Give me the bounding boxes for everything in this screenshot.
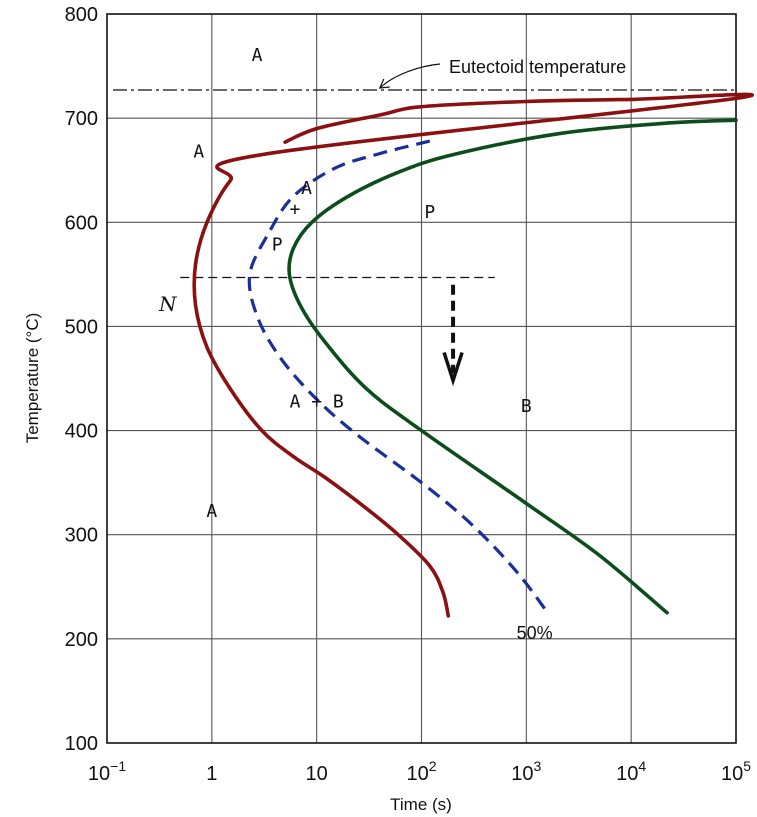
x-tick-label: 104 <box>616 758 646 785</box>
y-tick-label: 100 <box>65 733 98 755</box>
region-label: B <box>521 396 532 417</box>
x-tick-label: 1 <box>206 763 217 785</box>
y-tick-label: 200 <box>65 629 98 651</box>
y-tick-label: 400 <box>65 421 98 443</box>
y-tick-label: 600 <box>65 212 98 234</box>
region-label: A <box>206 501 217 522</box>
region-label: P <box>424 202 435 223</box>
x-tick-label: 10 <box>306 763 328 785</box>
x-axis-title: Time (s) <box>390 795 452 814</box>
region-label: A <box>301 178 312 199</box>
x-tick-label: 103 <box>511 758 541 785</box>
y-tick-label: 300 <box>65 525 98 547</box>
y-axis-title: Temperature (°C) <box>23 313 42 444</box>
region-label: A <box>252 45 263 66</box>
curve-label: N <box>158 292 178 316</box>
eutectoid-label: Eutectoid temperature <box>449 57 626 77</box>
region-label: + <box>289 199 300 220</box>
eutectoid-pointer <box>379 63 441 89</box>
y-tick-label: 500 <box>65 316 98 338</box>
y-tick-label: 700 <box>65 108 98 130</box>
plot-frame <box>106 13 737 744</box>
finish-curve <box>287 118 738 615</box>
start-curve <box>192 92 754 618</box>
region-label: A + B <box>290 392 344 413</box>
cooling-arrow-head <box>442 351 464 387</box>
x-tick-label: 10−1 <box>88 758 126 785</box>
x-tick-label: 102 <box>406 758 436 785</box>
region-label: A <box>193 142 204 163</box>
eutectoid-pointer-arrowhead <box>378 78 390 89</box>
y-tick-label: 800 <box>65 4 98 26</box>
curve-label: 50% <box>517 623 553 643</box>
region-label: P <box>272 234 283 255</box>
half-curve <box>247 139 549 614</box>
x-tick-label: 105 <box>721 758 751 785</box>
